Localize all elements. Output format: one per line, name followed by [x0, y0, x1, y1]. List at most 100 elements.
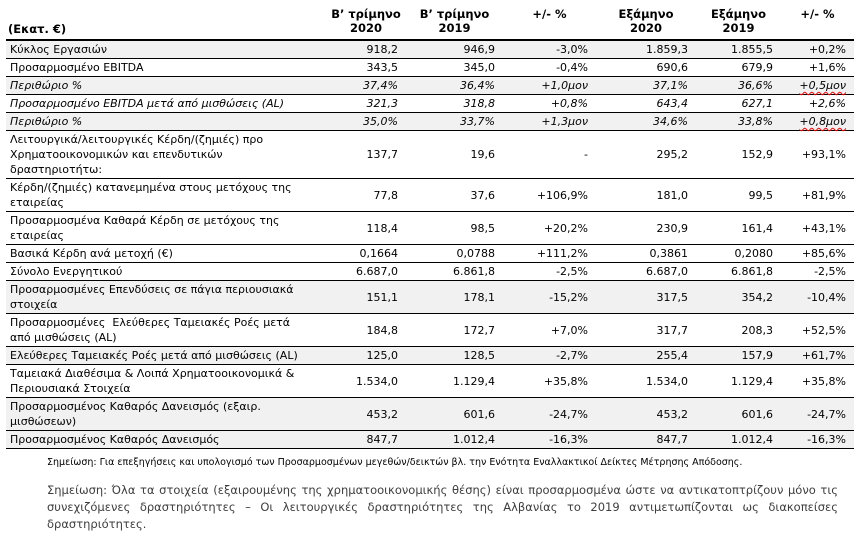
cell-value: -0,4% [503, 58, 596, 77]
cell-value: -16,3% [503, 430, 596, 449]
row-label: Προσαρμοσμένο EBITDA μετά από μισθώσεις … [6, 94, 326, 113]
cell-value: 161,4 [696, 211, 781, 245]
table-row: Προσαρμοσμένο EBITDA μετά από μισθώσεις … [6, 94, 854, 113]
cell-value: 0,1664 [326, 244, 406, 263]
financial-table: (Εκατ. €) Β’ τρίμηνο 2020 Β’ τρίμηνο 2019… [6, 3, 854, 449]
cell-value: 1.012,4 [696, 430, 781, 449]
cell-value: 6.687,0 [326, 262, 406, 281]
cell-value: 125,0 [326, 346, 406, 365]
row-label: Κέρδη/(ζημιές) κατανεμημένα στους μετόχο… [6, 178, 326, 212]
cell-value: 151,1 [326, 280, 406, 314]
row-label: Προσαρμοσμένος Καθαρός Δανεισμός [6, 430, 326, 449]
cell-value: 178,1 [406, 280, 503, 314]
cell-value: 453,2 [596, 397, 696, 431]
row-label: Κύκλος Εργασιών [6, 40, 326, 59]
table-row: Προσαρμοσμένα Καθαρά Κέρδη σε μετόχους τ… [6, 211, 854, 245]
cell-value: 6.687,0 [596, 262, 696, 281]
cell-value: +0,8μον [781, 112, 854, 131]
cell-value: -2,5% [503, 262, 596, 281]
cell-value: 0,2080 [696, 244, 781, 263]
table-row: Λειτουργικά/λειτουργικές Κέρδη/(ζημιές) … [6, 130, 854, 179]
cell-value: 181,0 [596, 178, 696, 212]
cell-value: 37,4% [326, 76, 406, 95]
cell-value: +20,2% [503, 211, 596, 245]
table-row: Σύνολο Ενεργητικού 6.687,0 6.861,8 -2,5% 6.6… [6, 262, 854, 281]
column-header: Β’ τρίμηνο 2020 [326, 3, 406, 41]
cell-value: 77,8 [326, 178, 406, 212]
cell-value: 99,5 [696, 178, 781, 212]
cell-value: +1,6% [781, 58, 854, 77]
cell-value: +0,8% [503, 94, 596, 113]
table-row: Προσαρμοσμένος Καθαρός Δανεισμός 847,7 1.0… [6, 430, 854, 449]
cell-value: +0,5μον [781, 76, 854, 95]
row-label: Σύνολο Ενεργητικού [6, 262, 326, 281]
table-row: Περιθώριο % 35,0% 33,7% +1,3μον 34,6% 33,8% +0… [6, 112, 854, 131]
cell-value: 321,3 [326, 94, 406, 113]
cell-value: 1.012,4 [406, 430, 503, 449]
cell-value: 918,2 [326, 40, 406, 59]
row-label: Προσαρμοσμένες Επενδύσεις σε πάγια περιο… [6, 280, 326, 314]
column-header: +/- % [503, 3, 596, 41]
cell-value: +85,6% [781, 244, 854, 263]
cell-value: 1.534,0 [596, 364, 696, 398]
cell-value: 1.534,0 [326, 364, 406, 398]
cell-value: +2,6% [781, 94, 854, 113]
cell-value: 601,6 [406, 397, 503, 431]
table-header-row: (Εκατ. €) Β’ τρίμηνο 2020 Β’ τρίμηνο 2019… [6, 3, 854, 41]
cell-value: -10,4% [781, 280, 854, 314]
cell-value: 255,4 [596, 346, 696, 365]
cell-value: -2,7% [503, 346, 596, 365]
cell-value: -15,2% [503, 280, 596, 314]
cell-value: 0,0788 [406, 244, 503, 263]
cell-value: +1,0μον [503, 76, 596, 95]
column-header: Εξάμηνο 2020 [596, 3, 696, 41]
cell-value: +52,5% [781, 313, 854, 347]
cell-value: 627,1 [696, 94, 781, 113]
cell-value: -24,7% [781, 397, 854, 431]
cell-value: 230,9 [596, 211, 696, 245]
cell-value: 318,8 [406, 94, 503, 113]
table-row: Κύκλος Εργασιών 918,2 946,9 -3,0% 1.859,3 1.8… [6, 40, 854, 59]
cell-value: 36,6% [696, 76, 781, 95]
cell-value: 35,0% [326, 112, 406, 131]
row-label: Βασικά Κέρδη ανά μετοχή (€) [6, 244, 326, 263]
row-label: Περιθώριο % [6, 112, 326, 131]
cell-value: 184,8 [326, 313, 406, 347]
cell-value: +35,8% [503, 364, 596, 398]
cell-value: 98,5 [406, 211, 503, 245]
row-label: Ταμειακά Διαθέσιμα & Λοιπά Χρηματοοικονο… [6, 364, 326, 398]
row-label: Λειτουργικά/λειτουργικές Κέρδη/(ζημιές) … [6, 130, 326, 179]
spellcheck-flagged-value: +0,8μον [799, 115, 846, 128]
spellcheck-flagged-value: +0,5μον [799, 79, 846, 92]
cell-value: -3,0% [503, 40, 596, 59]
table-row: Προσαρμοσμένο EBITDA 343,5 345,0 -0,4% 690,6… [6, 58, 854, 77]
cell-value: +43,1% [781, 211, 854, 245]
cell-value: 601,6 [696, 397, 781, 431]
row-label: Ελεύθερες Ταμειακές Ροές μετά από μισθώσ… [6, 346, 326, 365]
cell-value: 1.129,4 [406, 364, 503, 398]
cell-value: 847,7 [596, 430, 696, 449]
cell-value: 157,9 [696, 346, 781, 365]
cell-value: 690,6 [596, 58, 696, 77]
cell-value: 453,2 [326, 397, 406, 431]
unit-label: (Εκατ. €) [6, 3, 326, 41]
cell-value: 208,3 [696, 313, 781, 347]
cell-value: 137,7 [326, 130, 406, 179]
table-row: Προσαρμοσμένες Ελεύθερες Ταμειακές Ροές … [6, 313, 854, 347]
cell-value: +93,1% [781, 130, 854, 179]
cell-value: +111,2% [503, 244, 596, 263]
report-page: (Εκατ. €) Β’ τρίμηνο 2020 Β’ τρίμηνο 2019… [0, 3, 859, 547]
cell-value: 345,0 [406, 58, 503, 77]
cell-value: 36,4% [406, 76, 503, 95]
footnote-small: Σημείωση: Για επεξηγήσεις και υπολογισμό… [47, 457, 743, 468]
row-label: Προσαρμοσμένο EBITDA [6, 58, 326, 77]
cell-value: +1,3μον [503, 112, 596, 131]
cell-value: 6.861,8 [696, 262, 781, 281]
cell-value: 317,7 [596, 313, 696, 347]
cell-value: 172,7 [406, 313, 503, 347]
cell-value: +106,9% [503, 178, 596, 212]
cell-value: 643,4 [596, 94, 696, 113]
cell-value: +81,9% [781, 178, 854, 212]
cell-value: 1.855,5 [696, 40, 781, 59]
cell-value: 354,2 [696, 280, 781, 314]
